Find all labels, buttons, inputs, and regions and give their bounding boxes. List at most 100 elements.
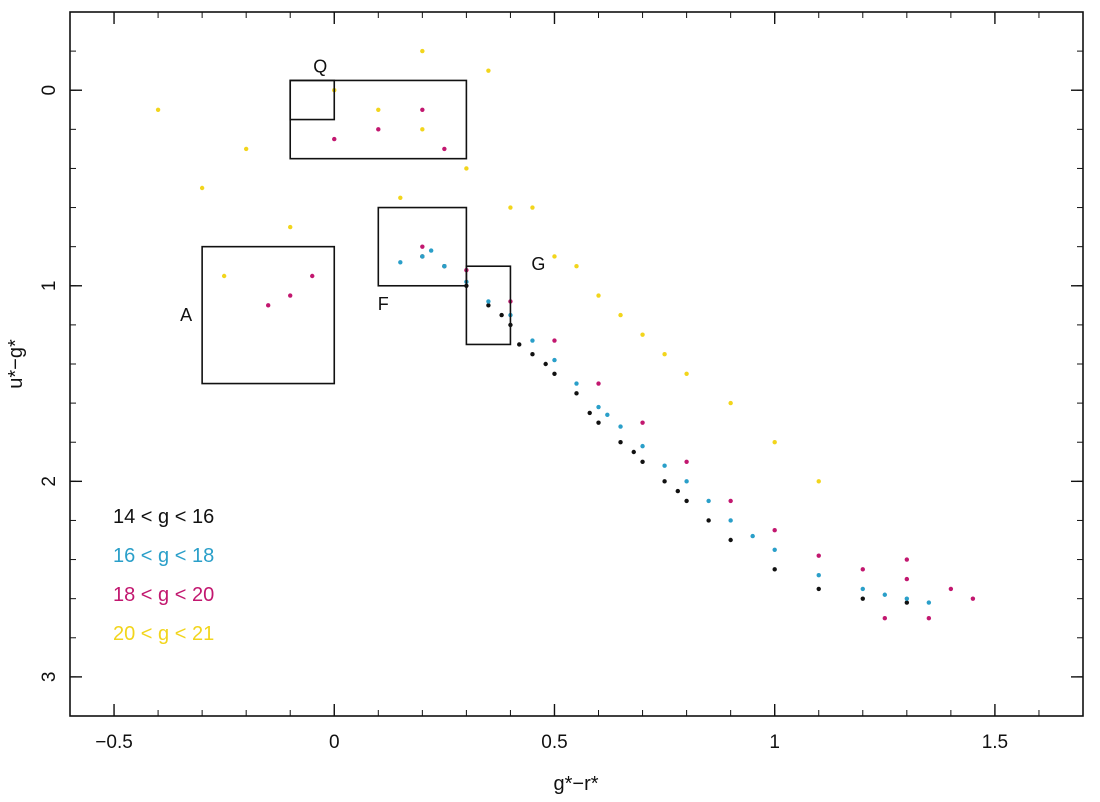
data-point-s3-p10 <box>772 440 777 445</box>
data-point-s3-p3 <box>464 166 469 171</box>
data-point-s2-p7 <box>728 498 733 504</box>
data-point-s1-p14 <box>816 573 821 578</box>
data-point-s3-p21 <box>288 224 293 230</box>
data-point-s1-p11 <box>684 479 689 484</box>
data-point-s3-p13 <box>199 185 205 191</box>
data-point-s0-p12 <box>684 498 689 504</box>
data-point-s0-p15 <box>772 567 777 572</box>
data-point-s2-p11 <box>904 576 910 582</box>
data-point-s2-p10 <box>860 567 865 572</box>
region-box-F <box>377 206 468 287</box>
data-point-s0-p23 <box>631 449 636 455</box>
data-point-s2-p23 <box>882 616 888 621</box>
data-point-s2-p4 <box>596 381 601 386</box>
data-point-s2-p0 <box>420 244 425 249</box>
data-point-s1-p6 <box>552 357 557 363</box>
data-point-s1-p16 <box>904 596 910 601</box>
data-point-s3-p18 <box>574 264 579 269</box>
data-point-s3-p17 <box>530 205 535 210</box>
data-point-s1-p23 <box>750 533 755 539</box>
data-point-s0-p18 <box>904 600 910 605</box>
data-point-s1-p19 <box>428 248 434 253</box>
data-point-s2-p22 <box>926 616 932 621</box>
x-tick-label: 0.5 <box>541 732 567 753</box>
data-point-s0-p10 <box>640 459 645 464</box>
data-point-s2-p6 <box>684 459 689 464</box>
data-point-s2-p13 <box>970 596 976 601</box>
data-point-s0-p16 <box>816 586 821 592</box>
data-point-s3-p23 <box>398 195 403 200</box>
data-point-s2-p16 <box>310 273 315 279</box>
legend-entry-3: 20 < g < 21 <box>113 623 214 645</box>
y-tick-label: 2 <box>39 476 60 487</box>
legend: 14 < g < 16 16 < g < 18 18 < g < 20 20 < g … <box>113 506 214 645</box>
data-point-s1-p20 <box>605 412 610 418</box>
data-point-s2-p18 <box>376 127 381 132</box>
data-point-s1-p1 <box>442 264 447 269</box>
data-point-s2-p3 <box>552 338 557 343</box>
data-point-s3-p2 <box>420 127 425 132</box>
data-point-s3-p7 <box>640 332 645 337</box>
y-tick-label: 1 <box>39 280 60 291</box>
data-point-s3-p14 <box>155 107 161 112</box>
x-tick-label: −0.5 <box>95 732 133 753</box>
data-point-s1-p13 <box>772 547 777 552</box>
legend-entry-0: 14 < g < 16 <box>113 506 214 528</box>
data-point-s0-p17 <box>860 596 865 601</box>
data-point-s3-p20 <box>662 352 667 357</box>
data-point-s3-p22 <box>221 273 227 279</box>
data-point-s0-p24 <box>675 488 680 494</box>
region-label-F: F <box>378 294 389 314</box>
data-point-s2-p14 <box>265 303 271 308</box>
region-label-A: A <box>180 305 192 325</box>
region-box-G <box>465 265 512 346</box>
data-point-s2-p19 <box>420 107 425 112</box>
y-axis-label: u*−g* <box>5 339 27 389</box>
points-layer <box>155 48 976 621</box>
data-point-s3-p1 <box>376 107 381 112</box>
data-point-s0-p6 <box>552 371 557 376</box>
data-point-s0-p3 <box>486 303 491 308</box>
data-point-s3-p11 <box>816 479 821 484</box>
data-point-s0-p14 <box>728 537 733 543</box>
data-point-s2-p8 <box>772 528 777 533</box>
data-point-s3-p12 <box>243 146 249 152</box>
data-point-s2-p20 <box>442 146 447 152</box>
legend-entry-1: 16 < g < 18 <box>113 545 214 567</box>
data-point-s0-p8 <box>596 420 601 425</box>
regions-layer: Q A F G <box>180 56 545 385</box>
data-point-s1-p5 <box>530 338 535 343</box>
data-point-s0-p11 <box>662 479 667 484</box>
data-point-s0-p5 <box>530 352 535 357</box>
data-point-s1-p12 <box>728 518 733 523</box>
x-axis-label: g*−r* <box>553 773 598 795</box>
data-point-s1-p24 <box>882 592 888 597</box>
data-point-s3-p8 <box>684 371 689 376</box>
data-point-s3-p19 <box>618 312 623 318</box>
data-point-s0-p22 <box>587 410 592 416</box>
data-point-s0-p21 <box>543 361 548 367</box>
data-point-s1-p8 <box>596 404 601 410</box>
data-point-s3-p9 <box>728 400 733 406</box>
data-point-s2-p5 <box>640 420 645 425</box>
data-point-s1-p7 <box>574 381 579 386</box>
y-tick-label: 3 <box>39 672 60 683</box>
data-point-s1-p17 <box>926 600 932 605</box>
data-point-s3-p16 <box>486 68 491 73</box>
data-point-s3-p5 <box>552 254 557 259</box>
data-point-s0-p20 <box>517 342 522 347</box>
region-box-A <box>201 245 336 385</box>
data-point-s0-p13 <box>706 518 711 523</box>
legend-entry-2: 18 < g < 20 <box>113 584 214 606</box>
data-point-s2-p12 <box>948 586 954 592</box>
region-label-G: G <box>531 254 545 274</box>
x-tick-label: 1.5 <box>982 732 1008 753</box>
data-point-s0-p9 <box>618 440 623 445</box>
data-point-s1-p22 <box>706 498 711 504</box>
y-tick-label: 0 <box>39 85 60 96</box>
data-point-s3-p15 <box>420 48 425 54</box>
data-point-s2-p15 <box>288 293 293 298</box>
x-tick-label: 1 <box>769 732 780 753</box>
region-box-sub-1 <box>289 79 336 121</box>
